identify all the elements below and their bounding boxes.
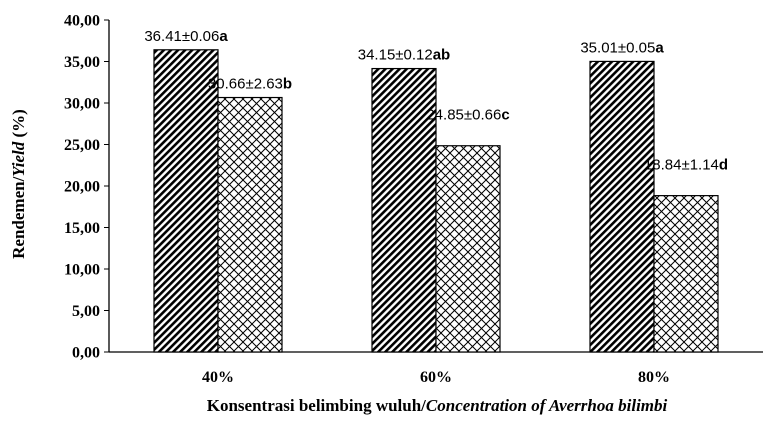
data-label: 35.01±0.05a bbox=[580, 39, 664, 56]
y-tick-label: 40,00 bbox=[64, 13, 100, 30]
bar-series-2-60pct bbox=[435, 145, 501, 353]
y-tick-label: 5,00 bbox=[72, 303, 100, 320]
bar-series-2-80pct bbox=[653, 195, 719, 353]
data-label: 30.66±2.63b bbox=[208, 76, 292, 93]
data-label: 18.84±1.14d bbox=[644, 157, 728, 174]
y-tick-label: 10,00 bbox=[64, 262, 100, 279]
bar-series-1-40pct bbox=[153, 49, 219, 353]
y-tick-label: 0,00 bbox=[72, 345, 100, 362]
y-tick-label: 15,00 bbox=[64, 220, 100, 237]
x-tick-label: 80% bbox=[638, 369, 670, 386]
y-tick-label: 25,00 bbox=[64, 137, 100, 154]
data-label: 36.41±0.06a bbox=[144, 28, 228, 45]
bar-series-1-60pct bbox=[371, 67, 437, 353]
x-tick-label: 40% bbox=[202, 369, 234, 386]
bar-series-1-80pct bbox=[589, 60, 655, 353]
y-tick-label: 30,00 bbox=[64, 96, 100, 113]
x-axis-title: Konsentrasi belimbing wuluh/Concentratio… bbox=[207, 396, 668, 415]
x-tick-label: 60% bbox=[420, 369, 452, 386]
y-axis-title: Rendemen/Yield (%) bbox=[9, 109, 28, 259]
data-label: 34.15±0.12ab bbox=[358, 47, 450, 64]
data-label: 24.85±0.66c bbox=[426, 107, 509, 124]
y-tick-label: 20,00 bbox=[64, 179, 100, 196]
y-tick-label: 35,00 bbox=[64, 54, 100, 71]
bar-series-2-40pct bbox=[217, 96, 283, 353]
